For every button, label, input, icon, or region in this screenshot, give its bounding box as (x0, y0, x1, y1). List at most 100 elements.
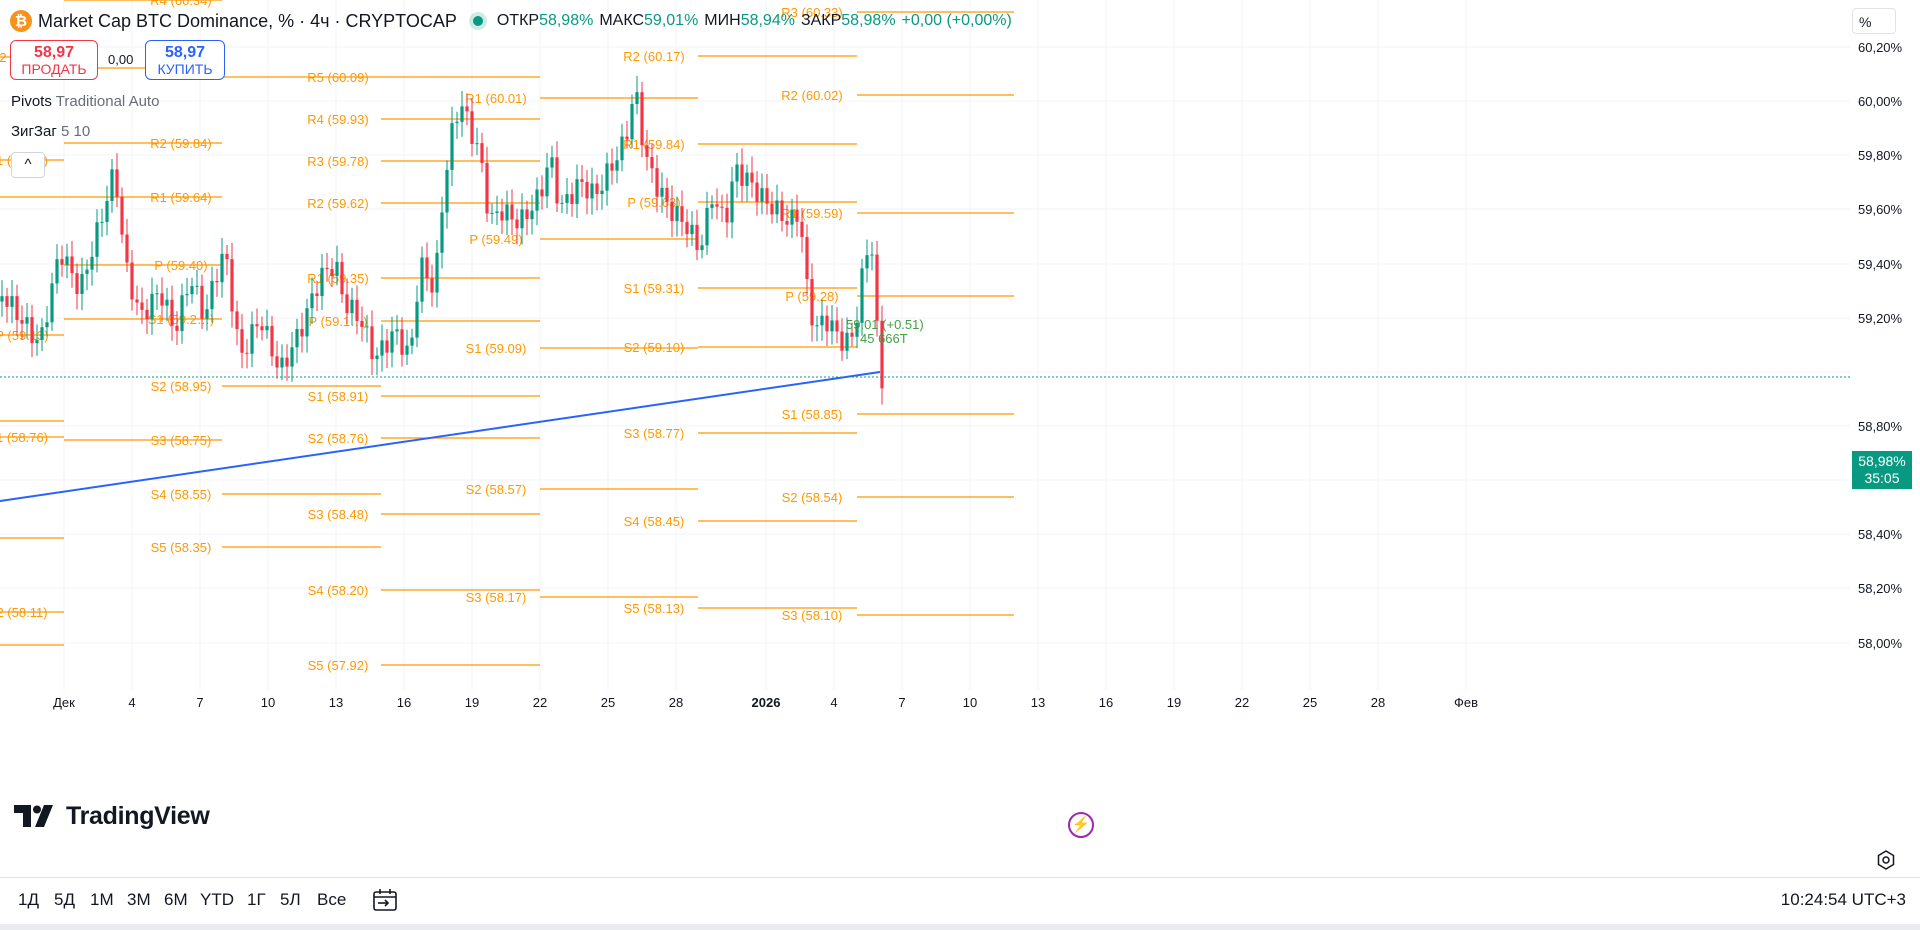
indicator-zigzag[interactable]: ЗигЗаг 5 10 (11, 123, 90, 140)
pivot-label: R2 (59.62) (307, 196, 368, 211)
candle-body (590, 183, 594, 199)
range-5y[interactable]: 5Л (280, 890, 301, 909)
pivot-label: R2 (59.84) (150, 136, 211, 151)
collapse-legend-button[interactable]: ^ (11, 152, 45, 178)
time-axis-label: 2026 (752, 695, 781, 710)
indicator-pivots[interactable]: Pivots Traditional Auto (11, 93, 159, 110)
candle-body (750, 172, 754, 183)
range-5d[interactable]: 5Д (54, 890, 75, 909)
range-1d[interactable]: 1Д (18, 890, 39, 909)
clock[interactable]: 10:24:54 UTC+3 (1780, 890, 1906, 909)
calendar-range-icon[interactable] (372, 888, 398, 912)
open-value: 58,98% (539, 12, 594, 29)
range-ytd[interactable]: YTD (200, 890, 234, 909)
time-axis-label: 10 (963, 695, 977, 710)
pivot-label: P (59.40) (154, 258, 207, 273)
candle-body (235, 311, 239, 330)
candle-body (810, 279, 814, 326)
chart-pane[interactable]: 60,20% 60,00% 59,80% 59,60% 59,40% 59,20% 58,8… (0, 0, 1920, 877)
range-6m[interactable]: 6М (164, 890, 188, 909)
pivot-label: S1 (58.91) (308, 389, 369, 404)
buy-price: 58,97 (164, 44, 206, 61)
pivot-label: S4 (58.45) (624, 514, 685, 529)
candle-body (95, 222, 99, 257)
range-1m[interactable]: 1М (90, 890, 114, 909)
candle-body (160, 293, 164, 306)
price-axis-label: 60,00% (1858, 94, 1903, 109)
range-1y[interactable]: 1Г (247, 890, 266, 909)
pivot-label: R4 (60.34) (150, 0, 211, 8)
candle-body (40, 327, 44, 341)
symbol-title[interactable]: Market Cap BTC Dominance, % · 4ч · CRYPT… (38, 10, 457, 31)
candle-body (135, 299, 139, 303)
price-axis-label: 59,40% (1858, 257, 1903, 272)
pivot-label: S3 (58.17) (466, 590, 527, 605)
candle-body (670, 201, 674, 222)
candle-body (490, 212, 494, 214)
candle-body (495, 211, 499, 213)
candle-body (325, 267, 329, 270)
symbol-header: ₿ Market Cap BTC Dominance, % · 4ч · CRY… (10, 8, 1018, 34)
pivot-label: R1 (59.84) (623, 137, 684, 152)
time-axis-label: 16 (397, 695, 411, 710)
time-axis-label: 25 (1303, 695, 1317, 710)
buy-button[interactable]: 58,97 КУПИТЬ (145, 40, 225, 80)
bitcoin-icon: ₿ (10, 10, 32, 32)
pivot-label: S5 (58.35) (151, 540, 212, 555)
time-axis-label: 13 (329, 695, 343, 710)
market-status-icon[interactable] (472, 16, 483, 26)
pivot-label: S2 (59.10) (624, 340, 685, 355)
candle-body (275, 356, 279, 368)
candle-body (435, 252, 439, 293)
candle-body (195, 285, 199, 287)
candle-body (285, 357, 289, 367)
candle-body (525, 209, 529, 220)
candle-body (200, 285, 204, 319)
candle-body (280, 357, 284, 368)
low-label: МИН (704, 12, 741, 29)
candle-body (145, 309, 149, 320)
candle-body (35, 340, 39, 344)
range-all[interactable]: Все (317, 890, 347, 909)
sell-button[interactable]: 58,97 ПРОДАТЬ (10, 40, 98, 80)
candle-body (610, 163, 614, 171)
candle-body (55, 259, 59, 284)
candle-body (85, 269, 89, 274)
candle-body (190, 286, 194, 295)
candle-body (255, 324, 259, 327)
time-axis-label: 22 (533, 695, 547, 710)
candle-body (185, 294, 189, 296)
zigzag-args: 5 10 (60, 123, 91, 140)
pivot-label: 2 (0, 50, 7, 65)
candle-body (385, 340, 389, 353)
price-axis-label: 58,00% (1858, 636, 1903, 651)
candle-body (850, 332, 854, 337)
range-3m[interactable]: 3М (127, 890, 151, 909)
close-label: ЗАКР (800, 12, 842, 29)
pivot-label: S1 (59.31) (624, 281, 685, 296)
candle-body (680, 206, 684, 222)
candle-body (805, 237, 809, 280)
candle-body (725, 207, 729, 223)
candle-body (880, 320, 884, 389)
tradingview-logo[interactable]: TradingView (14, 800, 210, 832)
candle-body (350, 299, 354, 314)
candle-body (60, 259, 64, 265)
time-axis-label: 28 (669, 695, 683, 710)
candle-body (800, 221, 804, 238)
candle-body (430, 278, 434, 293)
candle-body (165, 299, 169, 306)
candle-body (405, 345, 409, 355)
candle-body (545, 167, 549, 197)
candle-body (625, 136, 629, 140)
candle-body (665, 187, 669, 202)
gear-icon[interactable] (1876, 850, 1896, 870)
candle-body (305, 308, 309, 337)
lightning-icon[interactable]: ⚡ (1068, 812, 1094, 838)
price-unit-button[interactable]: % (1852, 8, 1896, 34)
pivot-label: S5 (58.13) (624, 601, 685, 616)
candle-body (175, 325, 179, 332)
candle-body (370, 326, 374, 360)
current-price-tag: 58,98% 35:05 (1852, 451, 1912, 489)
candle-body (785, 220, 789, 225)
